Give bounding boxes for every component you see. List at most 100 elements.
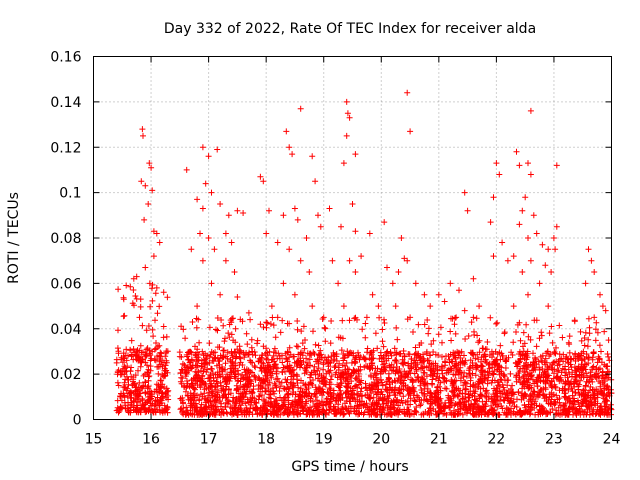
data-point — [369, 360, 376, 366]
data-point — [180, 326, 187, 333]
data-point — [559, 334, 566, 341]
data-point — [184, 353, 191, 360]
data-point — [302, 381, 309, 388]
data-point — [214, 391, 221, 398]
data-point — [290, 389, 297, 395]
data-point — [534, 383, 541, 389]
data-point — [205, 399, 212, 406]
data-point — [550, 375, 557, 382]
data-point — [311, 363, 318, 370]
data-point — [485, 372, 492, 379]
data-point — [588, 257, 595, 264]
data-point — [343, 132, 350, 139]
data-point — [556, 395, 563, 402]
data-point — [519, 380, 526, 387]
data-point — [555, 404, 562, 411]
data-point — [481, 376, 488, 383]
data-point — [583, 351, 590, 357]
y-tick-label: 0.04 — [50, 322, 81, 338]
data-point — [231, 348, 238, 355]
data-point — [596, 342, 603, 349]
data-point — [194, 196, 201, 203]
data-point — [413, 404, 420, 410]
data-point — [286, 144, 293, 151]
data-point — [448, 337, 455, 344]
data-point — [521, 340, 528, 347]
data-point — [294, 411, 301, 418]
data-point — [543, 398, 550, 405]
data-point — [379, 326, 386, 333]
data-point — [538, 329, 545, 336]
data-point — [247, 357, 253, 364]
data-point — [589, 408, 596, 415]
data-point — [587, 394, 594, 401]
data-point — [232, 365, 239, 372]
data-point — [309, 382, 316, 388]
y-tick-label: 0.02 — [50, 367, 81, 383]
data-point — [217, 291, 224, 298]
data-point — [344, 352, 351, 359]
data-point — [449, 387, 456, 394]
data-point — [435, 389, 441, 396]
data-point — [263, 324, 270, 331]
data-point — [469, 351, 476, 358]
data-point — [114, 407, 121, 414]
data-point — [141, 406, 148, 413]
data-point — [401, 353, 408, 360]
data-point — [159, 407, 166, 414]
data-point — [243, 330, 250, 337]
data-point — [142, 182, 149, 189]
data-point — [240, 394, 247, 401]
data-point — [123, 357, 130, 364]
data-point — [329, 257, 336, 264]
data-point — [273, 384, 280, 391]
data-point — [453, 386, 460, 393]
data-point — [395, 269, 402, 275]
data-point — [477, 391, 484, 398]
data-point — [138, 405, 145, 412]
data-point — [145, 406, 152, 413]
data-point — [538, 408, 545, 415]
data-point — [531, 365, 538, 371]
data-point — [136, 314, 143, 321]
data-point — [554, 368, 561, 375]
data-point — [157, 396, 164, 403]
data-point — [184, 393, 191, 399]
data-point — [593, 370, 600, 377]
data-point — [182, 335, 189, 342]
data-point — [583, 397, 590, 404]
data-point — [596, 408, 603, 415]
data-point — [324, 360, 331, 367]
data-point — [317, 347, 324, 354]
data-point — [418, 411, 425, 418]
data-point — [284, 320, 291, 327]
data-point — [569, 388, 576, 395]
data-point — [480, 385, 487, 392]
data-point — [505, 377, 512, 384]
data-point — [192, 394, 198, 401]
data-point — [218, 400, 225, 407]
data-point — [480, 404, 486, 411]
data-point — [154, 344, 161, 350]
data-point — [490, 253, 497, 260]
data-point — [230, 369, 237, 375]
data-point — [582, 398, 589, 405]
data-point — [128, 337, 135, 344]
data-point — [491, 360, 498, 367]
data-point — [323, 370, 330, 377]
data-point — [526, 384, 533, 391]
data-point — [473, 315, 480, 322]
data-point — [277, 329, 284, 336]
data-point — [555, 358, 562, 365]
data-point — [581, 335, 588, 341]
data-point — [603, 393, 610, 400]
data-point — [230, 411, 237, 417]
data-point — [526, 411, 533, 418]
data-point — [232, 404, 239, 411]
data-point — [310, 408, 317, 415]
data-point — [378, 409, 385, 416]
data-point — [589, 354, 596, 361]
data-point — [185, 363, 192, 370]
data-point — [457, 377, 464, 384]
data-point — [177, 369, 184, 376]
